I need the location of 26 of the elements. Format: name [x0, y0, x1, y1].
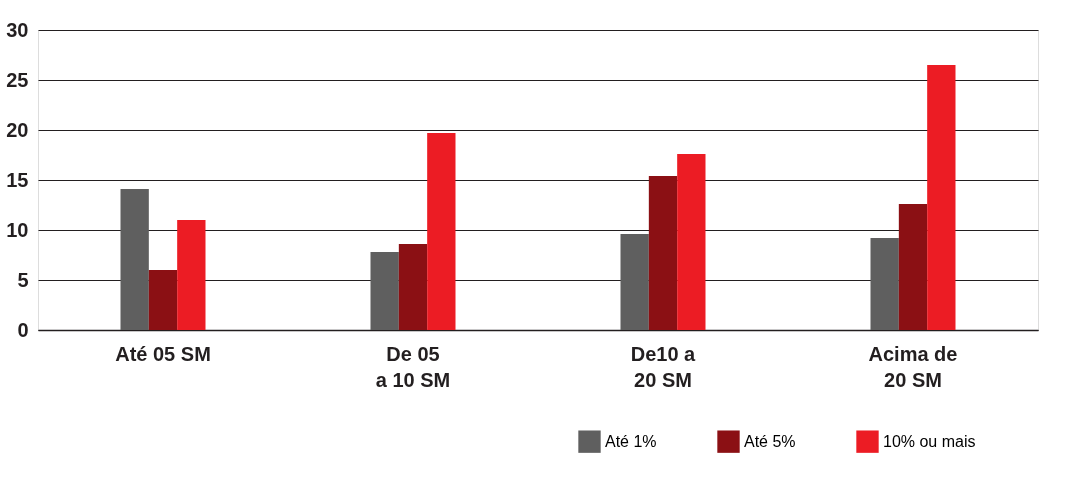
y-tick-label: 20: [6, 118, 29, 141]
legend-label: Até 5%: [744, 432, 796, 450]
y-tick-label: 0: [17, 318, 29, 341]
bar: [148, 270, 178, 330]
x-tick-label: De 05 a 10 SM: [375, 342, 451, 391]
x-tick-label: Até 05 SM: [115, 342, 211, 365]
bar: [927, 65, 956, 330]
bar: [870, 238, 899, 330]
legend-label: 10% ou mais: [883, 432, 976, 450]
bar: [677, 154, 706, 330]
y-tick-label: 10: [6, 218, 29, 241]
bar: [898, 204, 928, 330]
y-tick-label: 5: [17, 268, 29, 291]
bar: [427, 133, 456, 330]
bar: [620, 234, 649, 330]
bar: [177, 220, 206, 330]
bar: [398, 244, 428, 330]
y-tick-label: 30: [6, 18, 29, 41]
bar: [370, 252, 399, 330]
legend-label: Até 1%: [605, 432, 657, 450]
bar: [648, 176, 678, 330]
y-tick-label: 15: [6, 168, 29, 191]
x-tick-label: De10 a 20 SM: [630, 342, 697, 391]
bar: [120, 189, 149, 330]
x-tick-label: Acima de 20 SM: [868, 342, 958, 391]
y-tick-label: 25: [6, 68, 29, 91]
